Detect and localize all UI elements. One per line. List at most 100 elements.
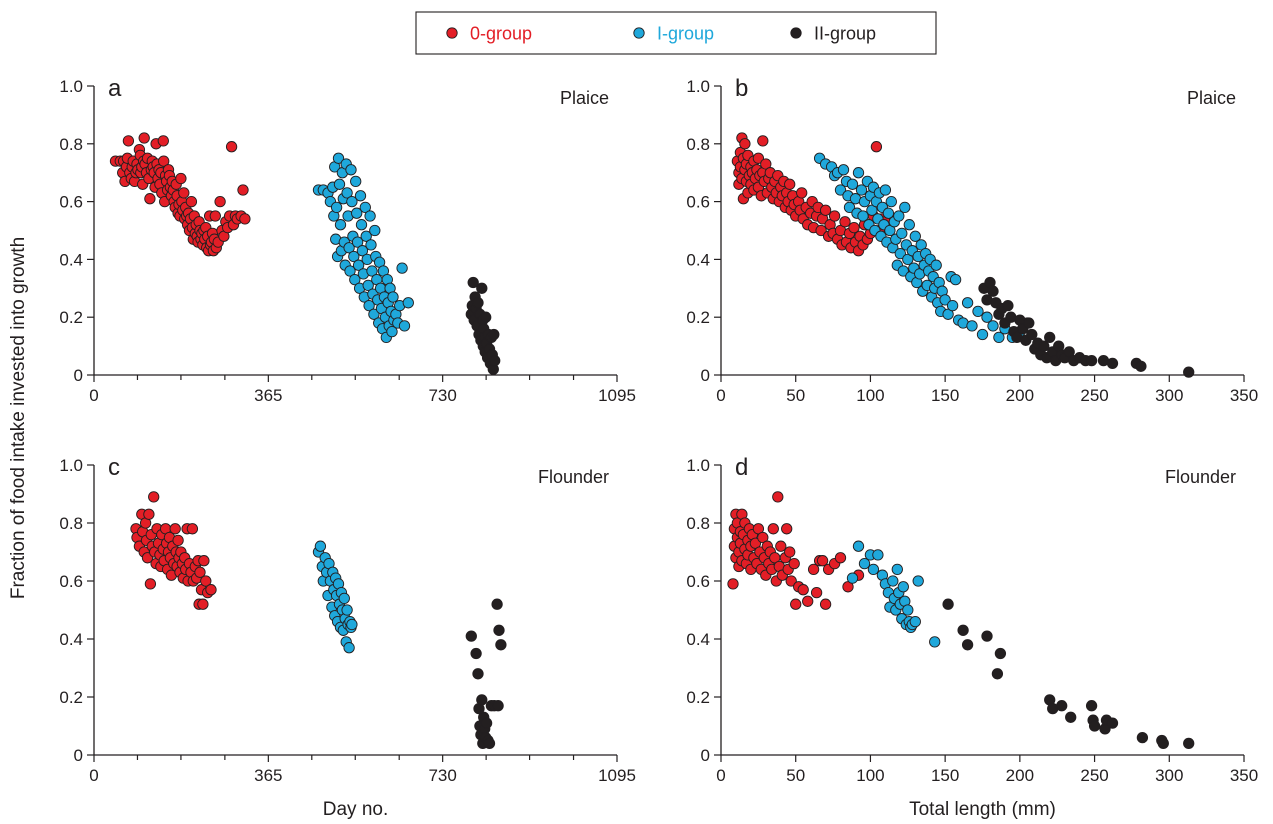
point-i-group xyxy=(896,227,908,240)
point-i-group xyxy=(349,273,361,286)
point-ii-group xyxy=(1157,737,1169,750)
y-tick-label: 0 xyxy=(701,746,710,765)
point-0-group xyxy=(749,537,762,549)
point-i-group xyxy=(987,320,999,332)
point-i-group xyxy=(332,152,345,164)
point-0-group xyxy=(727,578,739,590)
point-0-group xyxy=(185,195,198,208)
point-i-group xyxy=(348,250,360,263)
point-ii-group xyxy=(961,639,974,651)
y-tick-label: 0.8 xyxy=(59,135,83,154)
point-ii-group xyxy=(465,630,477,642)
point-i-group xyxy=(330,201,343,214)
point-ii-group xyxy=(493,624,505,636)
point-i-group xyxy=(897,265,909,277)
point-ii-group xyxy=(981,630,993,642)
point-ii-group xyxy=(470,647,482,660)
point-0-group xyxy=(785,575,797,587)
y-tick-label: 1.0 xyxy=(59,456,83,475)
x-tick-label: 730 xyxy=(428,766,456,785)
y-tick-label: 0.4 xyxy=(686,250,710,269)
x-tick-label: 150 xyxy=(931,766,959,785)
point-i-group xyxy=(857,210,869,222)
y-tick-label: 0.6 xyxy=(686,572,710,591)
point-i-group xyxy=(345,164,357,176)
point-ii-group xyxy=(1136,731,1149,744)
point-0-group xyxy=(784,178,796,190)
y-tick-label: 0.2 xyxy=(59,308,83,327)
point-0-group xyxy=(157,135,169,147)
point-i-group xyxy=(338,592,350,605)
x-tick-label: 365 xyxy=(254,766,282,785)
point-i-group xyxy=(364,210,376,222)
point-i-group xyxy=(894,247,906,260)
panel-species-label: Plaice xyxy=(560,88,609,108)
point-0-group xyxy=(796,187,808,199)
point-i-group xyxy=(396,262,408,274)
point-i-group xyxy=(834,184,847,196)
y-tick-label: 0 xyxy=(74,746,83,765)
point-0-group xyxy=(772,491,784,503)
point-i-group xyxy=(966,320,978,332)
point-0-group xyxy=(144,193,156,205)
point-0-group xyxy=(781,523,793,535)
point-0-group xyxy=(819,598,832,610)
series-i-group xyxy=(312,540,358,654)
point-i-group xyxy=(344,265,356,277)
point-i-group xyxy=(897,581,909,593)
point-i-group xyxy=(351,207,363,219)
point-i-group xyxy=(334,219,347,231)
point-i-group xyxy=(976,328,989,341)
point-i-group xyxy=(837,164,850,176)
series-ii-group xyxy=(978,276,1195,378)
point-ii-group xyxy=(476,694,488,706)
x-tick-label: 200 xyxy=(1006,766,1034,785)
point-i-group xyxy=(402,297,414,309)
point-ii-group xyxy=(472,668,484,680)
panel-letter: b xyxy=(735,75,748,102)
point-ii-group xyxy=(467,276,479,289)
point-ii-group xyxy=(1088,720,1101,732)
point-0-group xyxy=(752,152,765,164)
x-tick-label: 250 xyxy=(1080,766,1108,785)
point-i-group xyxy=(846,178,859,190)
point-0-group xyxy=(788,557,800,570)
y-tick-label: 0.2 xyxy=(686,308,710,327)
legend-marker-i-group xyxy=(633,27,645,39)
point-0-group xyxy=(209,210,221,222)
point-0-group xyxy=(790,598,802,610)
point-0-group xyxy=(828,210,841,222)
panel-b: 0 0.2 0.4 0.6 0.8 1.0 0 50 100 150 200 250 300 350 b Pl… xyxy=(686,75,1258,405)
point-i-group xyxy=(852,167,865,179)
point-i-group xyxy=(363,299,375,312)
point-0-group xyxy=(767,523,779,535)
point-i-group xyxy=(981,311,993,323)
point-i-group xyxy=(909,615,921,628)
point-ii-group xyxy=(1183,366,1195,378)
point-i-group xyxy=(846,572,859,584)
point-0-group xyxy=(834,552,847,564)
point-ii-group xyxy=(1065,711,1077,723)
point-i-group xyxy=(939,294,951,306)
panel-d: 0 0.2 0.4 0.6 0.8 1.0 0 50 100 150 200 250 300 350 d Fl… xyxy=(686,454,1258,820)
x-tick-label: 250 xyxy=(1080,386,1108,405)
point-i-group xyxy=(972,305,984,318)
point-0-group xyxy=(739,138,751,150)
x-tick-label: 1095 xyxy=(598,766,636,785)
series-i-group xyxy=(312,152,414,344)
point-0-group xyxy=(172,534,184,547)
point-0-group xyxy=(225,141,238,153)
point-i-group xyxy=(343,242,355,254)
point-i-group xyxy=(852,540,865,552)
series-0-group xyxy=(109,132,251,257)
panel-a: 0 0.2 0.4 0.6 0.8 1.0 0 365 730 1095 a Plaice xyxy=(59,75,636,405)
point-ii-group xyxy=(942,598,954,610)
point-0-group xyxy=(842,581,854,593)
y-tick-label: 0.6 xyxy=(686,193,710,212)
x-tick-label: 100 xyxy=(856,386,884,405)
point-i-group xyxy=(359,201,371,214)
point-0-group xyxy=(158,155,170,167)
point-0-group xyxy=(775,540,787,552)
point-0-group xyxy=(148,491,160,503)
point-0-group xyxy=(198,555,210,567)
